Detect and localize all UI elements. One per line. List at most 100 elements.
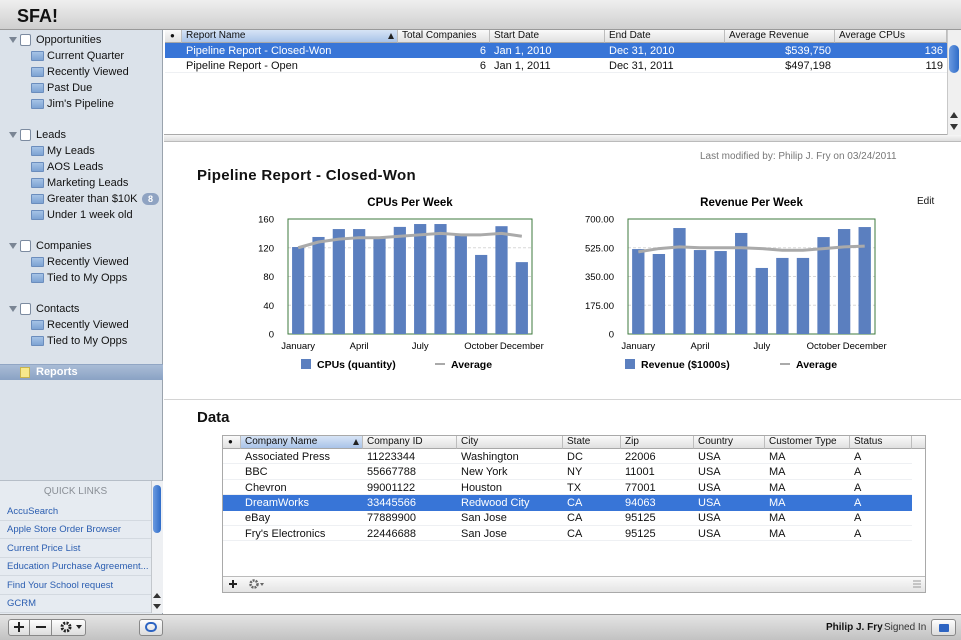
sidebar-item[interactable]: Under 1 week old xyxy=(47,209,133,221)
sidebar-item[interactable]: Greater than $10K xyxy=(47,193,138,205)
table-cell: A xyxy=(854,481,862,494)
column-header-label[interactable]: Country xyxy=(698,436,734,447)
table-row-selected[interactable] xyxy=(165,43,947,58)
group-label[interactable]: Companies xyxy=(36,240,92,252)
table-cell: 77889900 xyxy=(367,512,416,525)
column-header xyxy=(457,436,563,449)
remove-button[interactable] xyxy=(30,619,52,636)
column-header-label[interactable]: Customer Type xyxy=(769,436,837,447)
folder-icon xyxy=(31,51,44,61)
table-cell: A xyxy=(854,512,862,525)
disclosure-triangle[interactable] xyxy=(9,243,17,249)
column-header-label[interactable]: Total Companies xyxy=(402,30,477,41)
separator xyxy=(0,612,151,613)
table-cell: 77001 xyxy=(625,481,656,494)
table-row[interactable] xyxy=(223,510,912,526)
column-header xyxy=(605,30,725,43)
table-row[interactable] xyxy=(223,479,912,496)
column-header-label[interactable]: State xyxy=(567,436,591,447)
sort-indicator xyxy=(353,439,359,445)
column-header-label[interactable]: Company Name xyxy=(245,436,318,447)
table-row[interactable] xyxy=(223,526,912,542)
table-row[interactable] xyxy=(165,58,947,73)
sidebar-item[interactable]: Current Quarter xyxy=(47,50,125,62)
sidebar-item[interactable]: Recently Viewed xyxy=(47,66,129,78)
column-header-label[interactable]: Company ID xyxy=(367,436,423,447)
table-cell: Associated Press xyxy=(245,450,330,463)
splitter[interactable] xyxy=(164,135,961,142)
table-cell: MA xyxy=(769,481,786,494)
table-row[interactable] xyxy=(223,449,912,465)
folder-icon xyxy=(31,257,44,267)
quick-link[interactable]: AccuSearch xyxy=(7,506,59,517)
scroll-thumb[interactable] xyxy=(949,45,959,73)
table-cell: San Jose xyxy=(461,512,507,525)
group-icon xyxy=(20,240,31,252)
folder-icon xyxy=(31,146,44,156)
lock-icon xyxy=(939,624,949,632)
column-header-label[interactable]: City xyxy=(461,436,479,447)
table-cell: A xyxy=(854,496,862,509)
disclosure-triangle[interactable] xyxy=(9,306,17,312)
column-header-label[interactable]: Report Name xyxy=(186,30,246,41)
column-header-label[interactable]: Zip xyxy=(625,436,639,447)
group-icon xyxy=(20,303,31,315)
group-label[interactable]: Opportunities xyxy=(36,34,102,46)
add-button[interactable] xyxy=(8,619,30,636)
group-label[interactable]: Leads xyxy=(36,129,66,141)
quick-link[interactable]: Find Your School request xyxy=(7,579,114,591)
group-label[interactable]: Contacts xyxy=(36,303,80,315)
column-header xyxy=(490,30,605,43)
sidebar-item[interactable]: Jim's Pipeline xyxy=(47,98,114,110)
sidebar-item[interactable]: Recently Viewed xyxy=(47,256,129,268)
column-header-label[interactable]: ● xyxy=(228,437,233,446)
sidebar-item[interactable]: My Leads xyxy=(47,145,95,157)
column-header xyxy=(621,436,694,449)
column-header-label[interactable]: ● xyxy=(170,31,175,40)
column-header-label[interactable]: Start Date xyxy=(494,30,540,41)
sidebar-item[interactable]: Marketing Leads xyxy=(47,177,129,189)
edit-link[interactable]: Edit xyxy=(917,196,935,207)
table-cell: NY xyxy=(567,466,583,479)
table-cell: DC xyxy=(567,450,583,463)
disclosure-triangle[interactable] xyxy=(9,132,17,138)
quick-link[interactable]: Education Purchase Agreement... xyxy=(7,561,149,573)
table-cell: $497,198 xyxy=(785,59,831,72)
table-cell: 22006 xyxy=(625,450,656,463)
table-row[interactable] xyxy=(223,464,912,480)
sidebar-item[interactable]: Tied to My Opps xyxy=(47,272,128,284)
folder-icon xyxy=(31,210,44,220)
quick-link[interactable]: Apple Store Order Browser xyxy=(7,524,122,536)
column-header-label[interactable]: End Date xyxy=(609,30,651,41)
sidebar-item[interactable]: AOS Leads xyxy=(47,161,104,173)
column-header xyxy=(835,30,947,43)
table-cell: 33445566 xyxy=(367,496,416,509)
folder-icon xyxy=(31,194,44,204)
table-cell: Fry's Electronics xyxy=(245,527,326,540)
data-table-toolbar xyxy=(223,576,925,592)
column-header-label[interactable]: Average CPUs xyxy=(839,30,905,41)
column-header-label[interactable]: Average Revenue xyxy=(729,30,809,41)
quick-link[interactable]: Current Price List xyxy=(7,542,81,554)
sidebar-item[interactable]: Past Due xyxy=(47,82,93,94)
scroll-thumb[interactable] xyxy=(153,485,161,533)
table-cell: Washington xyxy=(461,450,519,463)
quick-link[interactable]: GCRM xyxy=(7,598,37,609)
sidebar-item[interactable]: Recently Viewed xyxy=(47,319,129,331)
action-button[interactable] xyxy=(52,619,86,636)
sort-indicator xyxy=(388,33,394,39)
column-header-label[interactable]: Status xyxy=(854,436,883,447)
table-cell: New York xyxy=(461,466,508,479)
table-cell: $539,750 xyxy=(785,44,831,57)
sidebar-item[interactable]: Tied to My Opps xyxy=(47,335,128,347)
sidebar-item-selected[interactable]: Reports xyxy=(36,366,78,378)
table-cell: CA xyxy=(567,512,583,525)
disclosure-triangle[interactable] xyxy=(9,37,17,43)
table-cell: 55667788 xyxy=(367,466,416,479)
table-cell: 11223344 xyxy=(367,450,416,463)
table-cell: DreamWorks xyxy=(245,496,309,509)
table-header-filler xyxy=(912,436,925,449)
table-row-selected[interactable] xyxy=(223,495,912,511)
